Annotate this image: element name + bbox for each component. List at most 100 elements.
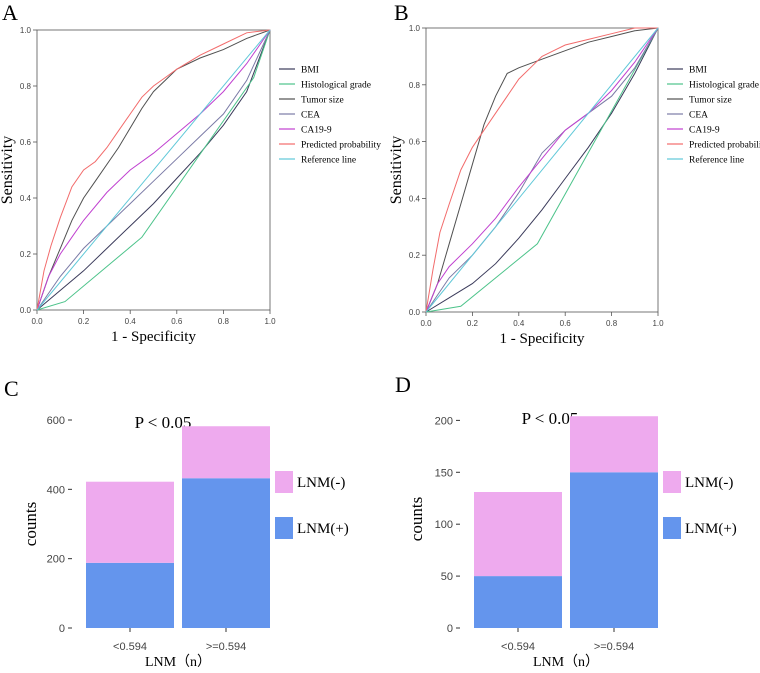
- legend-label: BMI: [301, 66, 319, 76]
- y-tick-label: 0.8: [409, 81, 421, 90]
- x-tick-label: 0.6: [171, 317, 183, 326]
- y-tick-label: 0.8: [20, 82, 32, 91]
- y-tick-label: 1.0: [409, 24, 421, 33]
- y-tick-label: 400: [47, 484, 65, 496]
- roc-curve: [36, 29, 271, 311]
- roc-curve: [425, 27, 659, 313]
- legend-label: Predicted probability: [301, 141, 381, 151]
- legend-label: LNM(+): [297, 521, 349, 537]
- x-tick-label: 0.8: [218, 317, 230, 326]
- y-tick-label: 50: [441, 571, 453, 583]
- chart-title: P < 0.05: [522, 409, 579, 428]
- legend-label: CA19-9: [301, 126, 332, 136]
- x-tick-label: 0.4: [125, 317, 137, 326]
- x-tick-label: <0.594: [113, 641, 147, 653]
- y-tick-label: 150: [435, 467, 453, 479]
- y-axis-title: Sensitivity: [388, 136, 405, 204]
- bar-segment: [474, 576, 562, 628]
- legend-label: Predicted probability: [689, 141, 760, 151]
- legend-label: CEA: [301, 111, 320, 121]
- x-tick-label: >=0.594: [594, 641, 634, 653]
- plot-frame: [425, 27, 659, 313]
- panel-label-a: A: [2, 0, 18, 25]
- y-axis-title: counts: [21, 502, 40, 546]
- legend-label: BMI: [689, 66, 707, 76]
- y-axis-title: counts: [407, 497, 426, 541]
- roc-curve: [36, 29, 271, 311]
- x-tick-label: 0.6: [560, 319, 572, 328]
- roc-curve: [425, 27, 659, 313]
- x-tick-label: 0.4: [513, 319, 525, 328]
- y-tick-label: 200: [47, 554, 65, 566]
- x-axis-title: 1 - Specificity: [111, 329, 196, 345]
- legend-label: LNM(-): [685, 475, 733, 491]
- roc-curve: [36, 29, 271, 311]
- roc-curve: [36, 29, 271, 311]
- panel-label-b: B: [394, 0, 409, 25]
- y-tick-label: 0: [447, 623, 453, 635]
- x-tick-label: >=0.594: [206, 641, 246, 653]
- bar-segment: [86, 562, 174, 628]
- panel-label-c: C: [4, 376, 19, 401]
- roc-curve: [36, 29, 271, 311]
- legend-label: Reference line: [689, 155, 744, 166]
- y-tick-label: 0.6: [409, 138, 421, 147]
- bar-segment: [570, 472, 658, 628]
- y-tick-label: 100: [435, 519, 453, 531]
- x-tick-label: 1.0: [264, 317, 276, 326]
- roc-curve: [425, 27, 659, 313]
- chart-title: P < 0.05: [135, 413, 192, 432]
- roc-panel-b: 0.0 0.0 0.2 0.2 0.4 0.4 0.6 0.6 0.8 0.8 1.0 1.0 1 - …: [388, 24, 760, 347]
- x-tick-label: 0.0: [31, 317, 43, 326]
- x-axis-title: LNM（n）: [145, 654, 211, 670]
- x-tick-label: 0.0: [420, 319, 432, 328]
- legend-label: Tumor size: [301, 96, 344, 106]
- plot-frame: [36, 29, 271, 311]
- roc-curve: [425, 27, 658, 313]
- legend-label: CEA: [689, 111, 708, 121]
- roc-curve: [425, 27, 659, 313]
- x-tick-label: 0.8: [606, 319, 618, 328]
- y-tick-label: 0.6: [20, 138, 32, 147]
- y-tick-label: 600: [47, 415, 65, 427]
- roc-curve: [425, 27, 659, 313]
- bar-segment: [182, 478, 270, 628]
- legend-swatch: [663, 517, 681, 539]
- y-tick-label: 0.4: [409, 194, 421, 203]
- legend-swatch: [275, 517, 293, 539]
- legend-label: CA19-9: [689, 126, 720, 136]
- legend-swatch: [663, 471, 681, 493]
- roc-curve: [36, 29, 271, 311]
- y-tick-label: 0.0: [20, 306, 32, 315]
- y-tick-label: 200: [435, 415, 453, 427]
- y-tick-label: 1.0: [20, 26, 32, 35]
- y-tick-label: 0.2: [20, 250, 32, 259]
- legend-label: Histological grade: [689, 81, 759, 91]
- legend-label: Tumor size: [689, 96, 732, 106]
- x-tick-label: 1.0: [652, 319, 664, 328]
- legend-label: Histological grade: [301, 81, 371, 91]
- bar-segment: [182, 426, 270, 479]
- y-tick-label: 0: [59, 623, 65, 635]
- x-tick-label: 0.2: [467, 319, 479, 328]
- x-axis-title: LNM（n）: [533, 654, 599, 670]
- legend-label: Reference line: [301, 155, 356, 166]
- x-tick-label: <0.594: [501, 641, 535, 653]
- roc-curve: [36, 29, 271, 311]
- legend-label: LNM(-): [297, 475, 345, 491]
- y-tick-label: 0.0: [409, 308, 421, 317]
- roc-curve: [425, 27, 659, 313]
- legend-label: LNM(+): [685, 521, 737, 537]
- bar-segment: [86, 481, 174, 563]
- y-tick-label: 0.2: [409, 251, 421, 260]
- x-axis-title: 1 - Specificity: [500, 331, 585, 347]
- y-axis-title: Sensitivity: [0, 136, 16, 204]
- bar-segment: [570, 416, 658, 473]
- x-tick-label: 0.2: [78, 317, 90, 326]
- bar-segment: [474, 492, 562, 577]
- panel-label-d: D: [395, 372, 411, 397]
- y-tick-label: 0.4: [20, 194, 32, 203]
